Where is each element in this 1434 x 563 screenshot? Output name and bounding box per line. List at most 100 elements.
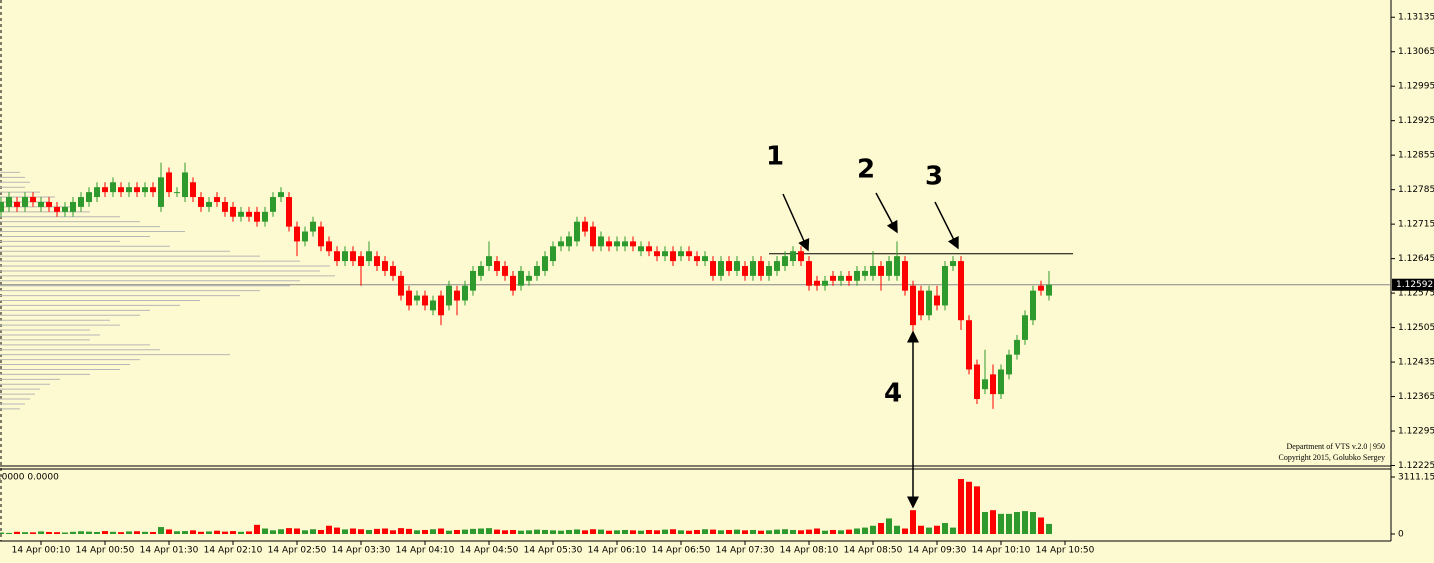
volume-bar bbox=[726, 529, 732, 534]
candle-body bbox=[878, 266, 884, 276]
y-tick-label: 0 bbox=[1398, 530, 1404, 540]
candle-body bbox=[654, 251, 660, 257]
volume-bar bbox=[470, 528, 476, 534]
candle-body bbox=[766, 266, 772, 276]
candle-body bbox=[190, 182, 196, 198]
candle-body bbox=[366, 251, 372, 262]
volume-bar bbox=[558, 530, 564, 534]
volume-bar bbox=[734, 529, 740, 534]
candle-body bbox=[862, 270, 868, 276]
volume-bar bbox=[134, 531, 140, 534]
volume-bar bbox=[758, 530, 764, 534]
candle-body bbox=[894, 256, 900, 276]
y-tick-label: 1.13065 bbox=[1398, 47, 1434, 57]
candle-body bbox=[0, 201, 4, 212]
annotation: 2 bbox=[857, 155, 875, 185]
volume-bar bbox=[326, 525, 332, 534]
volume-bar bbox=[22, 532, 28, 534]
volume-bar bbox=[446, 530, 452, 534]
volume-bar bbox=[62, 532, 68, 534]
volume-bar bbox=[878, 523, 884, 534]
x-tick-label: 14 Apr 09:30 bbox=[908, 546, 967, 556]
candle-body bbox=[782, 256, 788, 267]
volume-bar bbox=[46, 531, 52, 534]
x-tick-label: 14 Apr 10:50 bbox=[1036, 546, 1095, 556]
volume-bar bbox=[542, 529, 548, 534]
volume-bar bbox=[270, 530, 276, 534]
volume-bar bbox=[54, 532, 60, 534]
candle-body bbox=[294, 226, 300, 242]
candle-body bbox=[478, 266, 484, 276]
indicator-label: 0.0000 0.0000 bbox=[0, 473, 59, 483]
candle-body bbox=[734, 261, 740, 271]
candle-body bbox=[110, 182, 116, 193]
volume-bar bbox=[694, 529, 700, 534]
candle-body bbox=[606, 241, 612, 247]
volume-bar bbox=[78, 531, 84, 534]
volume-bar bbox=[310, 529, 316, 534]
volume-bar bbox=[934, 525, 940, 534]
credit: Copyright 2015, Golubko Sergey bbox=[1278, 453, 1385, 462]
candle-body bbox=[182, 172, 188, 198]
candle-body bbox=[286, 197, 292, 227]
volume-bar bbox=[206, 531, 212, 534]
volume-bar bbox=[414, 530, 420, 534]
y-tick-label: 1.12785 bbox=[1398, 185, 1434, 195]
candle-body bbox=[398, 275, 404, 296]
volume-bar bbox=[246, 531, 252, 534]
candle-body bbox=[750, 261, 756, 276]
candle-body bbox=[1046, 284, 1052, 296]
candle-body bbox=[46, 201, 52, 207]
volume-bar bbox=[590, 529, 596, 534]
candle-body bbox=[358, 256, 364, 267]
candle-body bbox=[174, 192, 180, 194]
candle-body bbox=[518, 270, 524, 286]
candle-body bbox=[198, 197, 204, 207]
volume-bar bbox=[902, 528, 908, 534]
candle-body bbox=[798, 251, 804, 262]
volume-bar bbox=[518, 530, 524, 534]
x-tick-label: 14 Apr 10:10 bbox=[972, 546, 1031, 556]
candle-body bbox=[246, 211, 252, 217]
volume-bar bbox=[142, 531, 148, 534]
x-tick-label: 14 Apr 01:30 bbox=[140, 546, 199, 556]
volume-bar bbox=[638, 530, 644, 534]
y-tick-label: 1.13135 bbox=[1398, 13, 1434, 23]
volume-bar bbox=[686, 530, 692, 534]
candle-body bbox=[62, 206, 68, 212]
volume-bar bbox=[846, 529, 852, 534]
annotation: 1 bbox=[766, 142, 784, 172]
candle-body bbox=[94, 187, 100, 198]
credit: Department of VTS v.2.0 | 950 bbox=[1287, 442, 1385, 451]
annotation: 4 bbox=[884, 379, 902, 409]
volume-bar bbox=[30, 532, 36, 534]
candle-body bbox=[414, 295, 420, 301]
volume-bar bbox=[966, 481, 972, 534]
candle-body bbox=[158, 177, 164, 207]
volume-bar bbox=[70, 531, 76, 534]
candle-body bbox=[686, 251, 692, 257]
volume-bar bbox=[566, 529, 572, 534]
volume-bar bbox=[102, 531, 108, 534]
volume-bar bbox=[814, 528, 820, 534]
volume-bar bbox=[998, 513, 1004, 534]
volume-bar bbox=[1006, 513, 1012, 534]
candle-body bbox=[382, 261, 388, 271]
x-tick-label: 14 Apr 07:30 bbox=[716, 546, 775, 556]
candle-body bbox=[142, 187, 148, 193]
volume-bar bbox=[6, 532, 12, 534]
volume-bar bbox=[870, 525, 876, 534]
candle-body bbox=[846, 275, 852, 281]
candle-body bbox=[254, 211, 260, 222]
candle-body bbox=[86, 192, 92, 202]
volume-bar bbox=[174, 531, 180, 534]
volume-bar bbox=[838, 530, 844, 534]
candle-body bbox=[726, 261, 732, 271]
candle-body bbox=[598, 236, 604, 247]
price-label-box bbox=[1392, 278, 1434, 291]
candle-body bbox=[966, 320, 972, 370]
volume-bar bbox=[574, 529, 580, 534]
candle-body bbox=[302, 231, 308, 242]
candle-body bbox=[678, 251, 684, 257]
candle-body bbox=[502, 266, 508, 276]
